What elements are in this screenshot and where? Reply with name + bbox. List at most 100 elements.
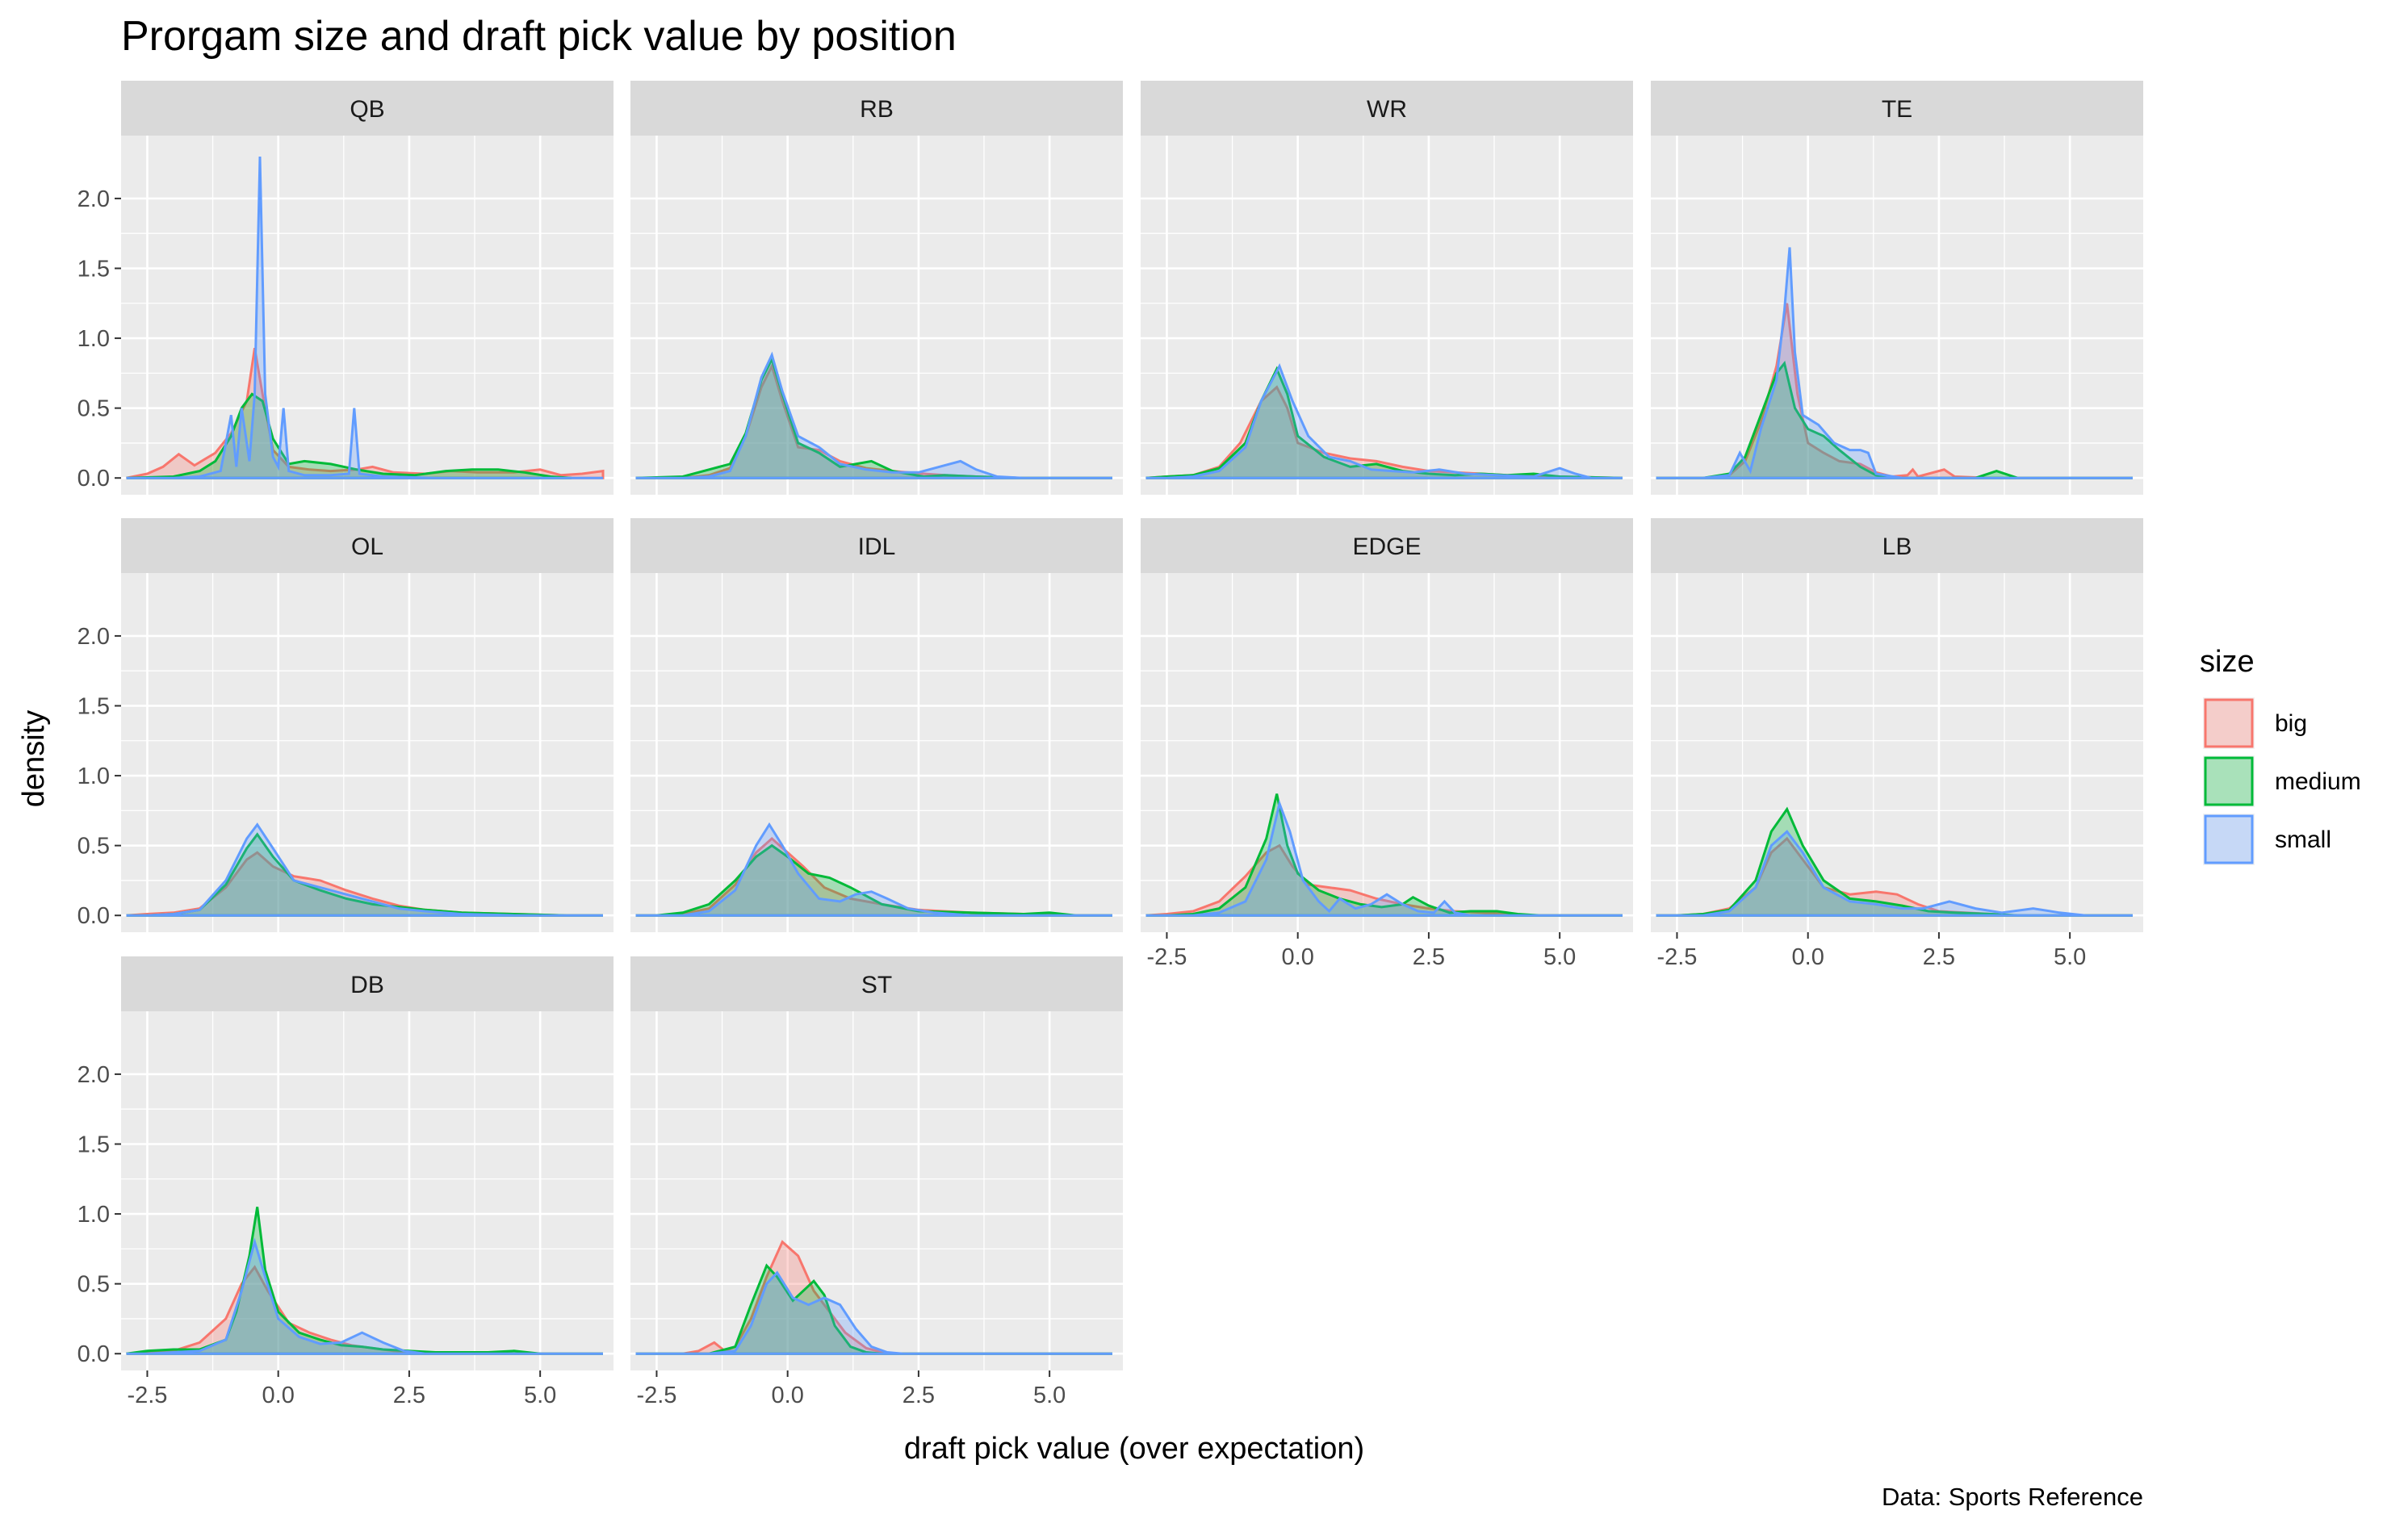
facet-panels: QB 0.0 0.5 1.0 1.5 2.0 RB WR TE OL 0.0 0.5 1.0 1.5 2.0…: [77, 81, 2143, 1408]
y-tick-label: 0.0: [77, 903, 110, 929]
facet-qb: QB 0.0 0.5 1.0 1.5 2.0: [77, 81, 614, 495]
facet-wr: WR: [1141, 81, 1633, 495]
density-te-big: [1656, 303, 2133, 479]
density-idl-small: [635, 822, 1112, 917]
facet-strip-lb: [1651, 518, 2143, 573]
panel-background-db: [121, 1011, 614, 1370]
density-edge-small: [1145, 799, 1623, 917]
facet-label-wr: WR: [1367, 96, 1407, 123]
panel-background-rb: [630, 136, 1123, 495]
x-tick-label: 0.0: [1792, 944, 1824, 970]
legend-swatch-medium: [2204, 756, 2254, 806]
y-tick-label: 0.5: [77, 834, 110, 860]
y-tick-label: 2.0: [77, 624, 110, 650]
facet-label-qb: QB: [350, 96, 384, 123]
facet-strip-rb: [630, 81, 1123, 136]
y-tick-label: 1.0: [77, 326, 110, 352]
y-tick-label: 1.5: [77, 1132, 110, 1157]
density-st-small: [635, 1270, 1112, 1355]
panel-background-ol: [121, 573, 614, 932]
density-rb-medium: [635, 355, 1112, 479]
facet-idl: IDL: [630, 518, 1123, 932]
facet-label-db: DB: [350, 972, 384, 998]
facet-rb: RB: [630, 81, 1123, 495]
facet-strip-ol: [121, 518, 614, 573]
facet-label-edge: EDGE: [1352, 533, 1421, 560]
facet-strip-idl: [630, 518, 1123, 573]
facet-label-lb: LB: [1882, 533, 1912, 560]
x-tick-label: 5.0: [1543, 944, 1576, 970]
density-st-big: [635, 1240, 1112, 1355]
panel-background-idl: [630, 573, 1123, 932]
panel-background-qb: [121, 136, 614, 495]
legend-key-bg: [2203, 755, 2255, 807]
x-tick-label: 2.5: [902, 1383, 935, 1408]
facet-edge: EDGE -2.5 0.0 2.5 5.0: [1141, 518, 1633, 970]
density-ol-small: [126, 822, 603, 917]
x-tick-label: 0.0: [772, 1383, 804, 1408]
y-tick-label: 1.5: [77, 693, 110, 719]
facet-label-te: TE: [1882, 96, 1912, 123]
x-tick-label: 5.0: [1033, 1383, 1066, 1408]
legend-key-bg: [2203, 814, 2255, 865]
x-tick-label: -2.5: [636, 1383, 676, 1408]
legend-key-bg: [2203, 697, 2255, 749]
y-tick-label: 0.0: [77, 1341, 110, 1367]
x-tick-label: 0.0: [262, 1383, 295, 1408]
facet-db: DB 0.0 0.5 1.0 1.5 2.0 -2.5 0.0 2.5 5.0: [77, 956, 614, 1408]
x-tick-label: 0.0: [1282, 944, 1314, 970]
facet-strip-edge: [1141, 518, 1633, 573]
facet-label-idl: IDL: [858, 533, 896, 560]
y-tick-label: 0.5: [77, 396, 110, 422]
x-tick-label: -2.5: [1656, 944, 1697, 970]
caption: Data: Sports Reference: [1882, 1483, 2143, 1511]
x-tick-label: 5.0: [524, 1383, 556, 1408]
facet-ol: OL 0.0 0.5 1.0 1.5 2.0: [77, 518, 614, 932]
legend-label-small: small: [2275, 826, 2331, 853]
facet-te: TE: [1651, 81, 2143, 495]
y-axis-title: density: [17, 710, 51, 807]
legend-label-big: big: [2275, 710, 2307, 737]
panel-background-edge: [1141, 573, 1633, 932]
x-tick-label: 2.5: [1413, 944, 1445, 970]
density-rb-small: [635, 351, 1112, 479]
panel-background-st: [630, 1011, 1123, 1370]
facet-lb: LB -2.5 0.0 2.5 5.0: [1651, 518, 2143, 970]
density-wr-small: [1145, 363, 1623, 479]
density-db-small: [126, 1237, 603, 1355]
panel-background-wr: [1141, 136, 1633, 495]
panel-background-te: [1651, 136, 2143, 495]
facet-strip-wr: [1141, 81, 1633, 136]
y-tick-label: 1.5: [77, 256, 110, 282]
x-tick-label: -2.5: [127, 1383, 167, 1408]
facet-label-rb: RB: [860, 96, 894, 123]
x-tick-label: 2.5: [1923, 944, 1955, 970]
panel-background-lb: [1651, 573, 2143, 932]
facet-strip-qb: [121, 81, 614, 136]
density-idl-medium: [635, 843, 1112, 917]
y-tick-label: 0.0: [77, 466, 110, 492]
facet-strip-te: [1651, 81, 2143, 136]
y-tick-label: 1.0: [77, 1202, 110, 1228]
x-axis-title: draft pick value (over expectation): [904, 1432, 1364, 1466]
facet-label-ol: OL: [351, 533, 383, 560]
facet-label-st: ST: [861, 972, 892, 998]
y-tick-label: 2.0: [77, 186, 110, 212]
legend-title: size: [2200, 645, 2255, 679]
density-qb-big: [126, 347, 605, 479]
y-tick-label: 1.0: [77, 764, 110, 789]
density-lb-small: [1656, 830, 2133, 917]
legend-swatch-big: [2204, 698, 2254, 748]
density-qb-small: [126, 156, 603, 479]
chart-title: Prorgam size and draft pick value by pos…: [121, 13, 957, 60]
x-tick-label: -2.5: [1146, 944, 1187, 970]
facet-st: ST -2.5 0.0 2.5 5.0: [630, 956, 1123, 1408]
legend-label-medium: medium: [2275, 768, 2361, 795]
facet-strip-db: [121, 956, 614, 1011]
y-tick-label: 2.0: [77, 1062, 110, 1088]
x-tick-label: 2.5: [393, 1383, 425, 1408]
x-tick-label: 5.0: [2054, 944, 2086, 970]
density-edge-medium: [1145, 793, 1623, 917]
density-te-small: [1656, 247, 2133, 479]
